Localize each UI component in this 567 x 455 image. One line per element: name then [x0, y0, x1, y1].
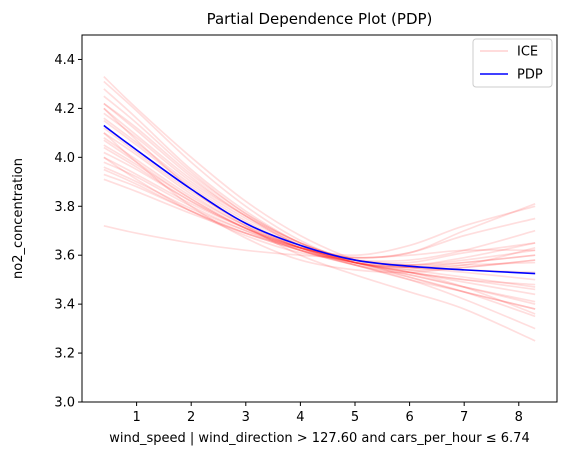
ice-line — [103, 156, 536, 281]
y-tick-label: 4.0 — [54, 151, 75, 166]
ice-line — [103, 107, 536, 342]
legend: ICE PDP — [472, 38, 553, 88]
ice-line — [103, 161, 536, 330]
plot-area — [103, 75, 536, 342]
ice-line — [103, 146, 536, 266]
ice-line — [103, 137, 536, 296]
x-tick-label: 1 — [132, 410, 140, 425]
ice-line — [103, 75, 536, 310]
x-axis-label: wind_speed | wind_direction > 127.60 and… — [109, 431, 529, 446]
ice-line — [103, 80, 536, 286]
ice-line — [103, 156, 536, 263]
x-tick-label: 4 — [296, 410, 304, 425]
ice-line — [103, 173, 536, 315]
y-tick-label: 3.0 — [54, 396, 75, 411]
y-tick-label: 3.4 — [54, 298, 75, 313]
legend-pdp-label: PDP — [517, 68, 543, 83]
x-tick-label: 7 — [460, 410, 468, 425]
ice-line — [103, 124, 536, 269]
y-tick-label: 3.8 — [54, 200, 75, 215]
legend-box — [472, 38, 553, 88]
chart-title: Partial Dependence Plot (PDP) — [207, 10, 433, 28]
y-tick-label: 3.2 — [54, 347, 75, 362]
x-tick-label: 8 — [515, 410, 523, 425]
ice-line — [103, 119, 536, 310]
y-tick-label: 4.2 — [54, 102, 75, 117]
pdp-line-group — [103, 124, 536, 275]
ice-line — [103, 95, 536, 266]
ice-line — [103, 151, 536, 259]
y-tick-label: 3.6 — [54, 249, 75, 264]
axes-frame — [81, 34, 558, 403]
x-tick-label: 2 — [187, 410, 195, 425]
y-axis-ticks: 3.0 3.2 3.4 3.6 3.8 4.0 4.2 4.4 — [54, 53, 82, 411]
ice-line — [103, 102, 536, 269]
ice-line — [103, 112, 536, 266]
ice-line — [103, 178, 536, 257]
legend-ice-label: ICE — [517, 45, 538, 60]
x-tick-label: 6 — [405, 410, 413, 425]
ice-lines — [103, 75, 536, 342]
y-tick-label: 4.4 — [54, 53, 75, 68]
ice-line — [103, 132, 536, 264]
ice-line — [103, 88, 536, 303]
ice-line — [103, 225, 536, 259]
x-tick-label: 5 — [351, 410, 359, 425]
ice-line — [103, 144, 536, 318]
x-tick-label: 3 — [242, 410, 250, 425]
pdp-line — [103, 124, 536, 275]
ice-line — [103, 166, 536, 259]
ice-line — [103, 168, 536, 288]
y-axis-label: no2_concentration — [11, 158, 26, 279]
ice-line — [103, 139, 536, 305]
x-axis-ticks: 1 2 3 4 5 6 7 8 — [132, 402, 523, 425]
